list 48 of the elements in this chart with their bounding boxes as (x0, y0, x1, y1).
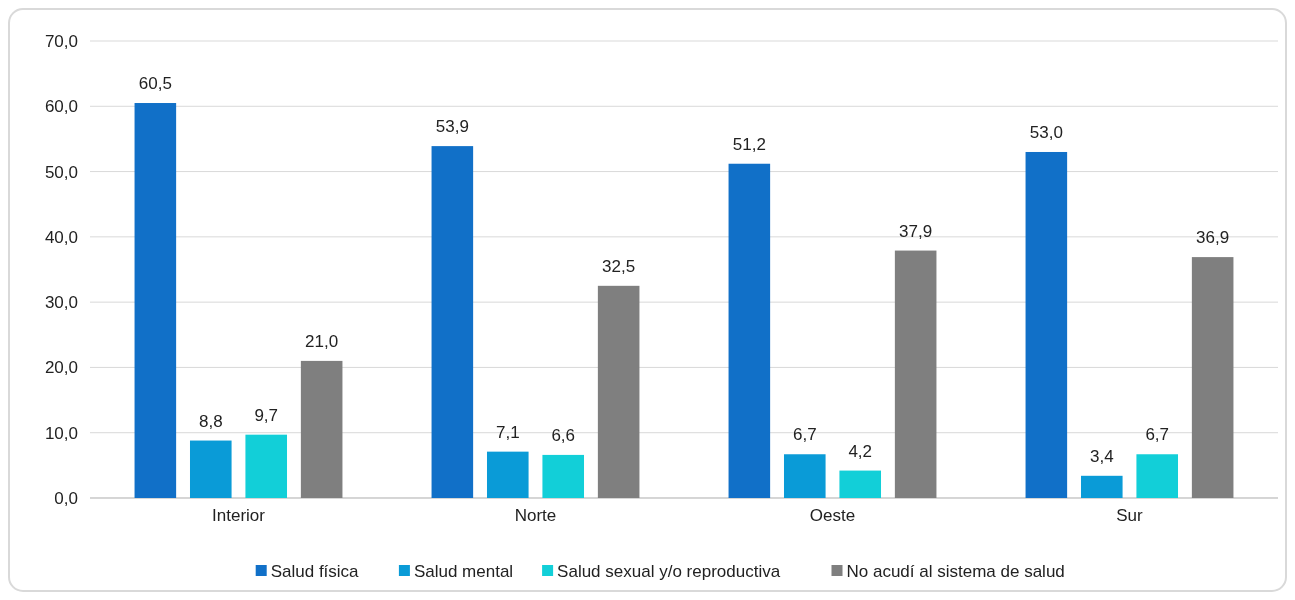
x-tick-label: Norte (514, 506, 557, 525)
data-label: 37,9 (899, 221, 933, 241)
x-tick-label: Interior (212, 506, 266, 525)
data-label: 51,2 (732, 134, 766, 154)
y-tick-label: 60,0 (44, 97, 78, 117)
y-tick-label: 0,0 (54, 488, 78, 508)
x-tick-label: Sur (1116, 506, 1144, 525)
data-label: 8,8 (198, 411, 223, 431)
bar (894, 250, 937, 498)
y-tick-label: 10,0 (44, 423, 78, 443)
bar (783, 454, 826, 498)
data-label: 60,5 (138, 74, 172, 94)
bar (300, 360, 343, 498)
data-label: 7,1 (495, 422, 520, 442)
y-tick-label: 50,0 (44, 162, 78, 182)
bar (486, 451, 529, 498)
legend-label: Salud mental (413, 561, 514, 581)
bar (189, 440, 232, 498)
data-label: 6,7 (792, 425, 817, 445)
data-label: 6,6 (551, 425, 576, 445)
bar (597, 285, 640, 498)
data-label: 3,4 (1089, 446, 1114, 466)
data-label: 53,9 (435, 117, 469, 137)
y-tick-label: 30,0 (44, 293, 78, 313)
data-label: 32,5 (602, 256, 636, 276)
data-label: 53,0 (1029, 122, 1063, 142)
bar (542, 454, 585, 498)
bar (728, 163, 771, 498)
bar (839, 470, 882, 498)
legend-label: Salud física (270, 561, 360, 581)
x-tick-label: Oeste (809, 506, 856, 525)
bar (1025, 151, 1068, 498)
data-label: 9,7 (254, 405, 279, 425)
bar (1080, 475, 1123, 498)
bar (245, 434, 288, 498)
data-label: 21,0 (305, 331, 339, 351)
y-tick-label: 70,0 (44, 31, 78, 51)
legend-label: Salud sexual y/o reproductiva (557, 561, 781, 581)
data-label: 36,9 (1196, 228, 1230, 248)
y-tick-label: 20,0 (44, 358, 78, 378)
bar (1191, 257, 1234, 498)
y-tick-label: 40,0 (44, 227, 78, 247)
bar (431, 146, 474, 498)
data-label: 6,7 (1145, 425, 1170, 445)
data-label: 4,2 (848, 441, 873, 461)
bar (134, 103, 177, 498)
bar (1136, 454, 1179, 498)
legend-label: No acudí al sistema de salud (846, 561, 1065, 581)
